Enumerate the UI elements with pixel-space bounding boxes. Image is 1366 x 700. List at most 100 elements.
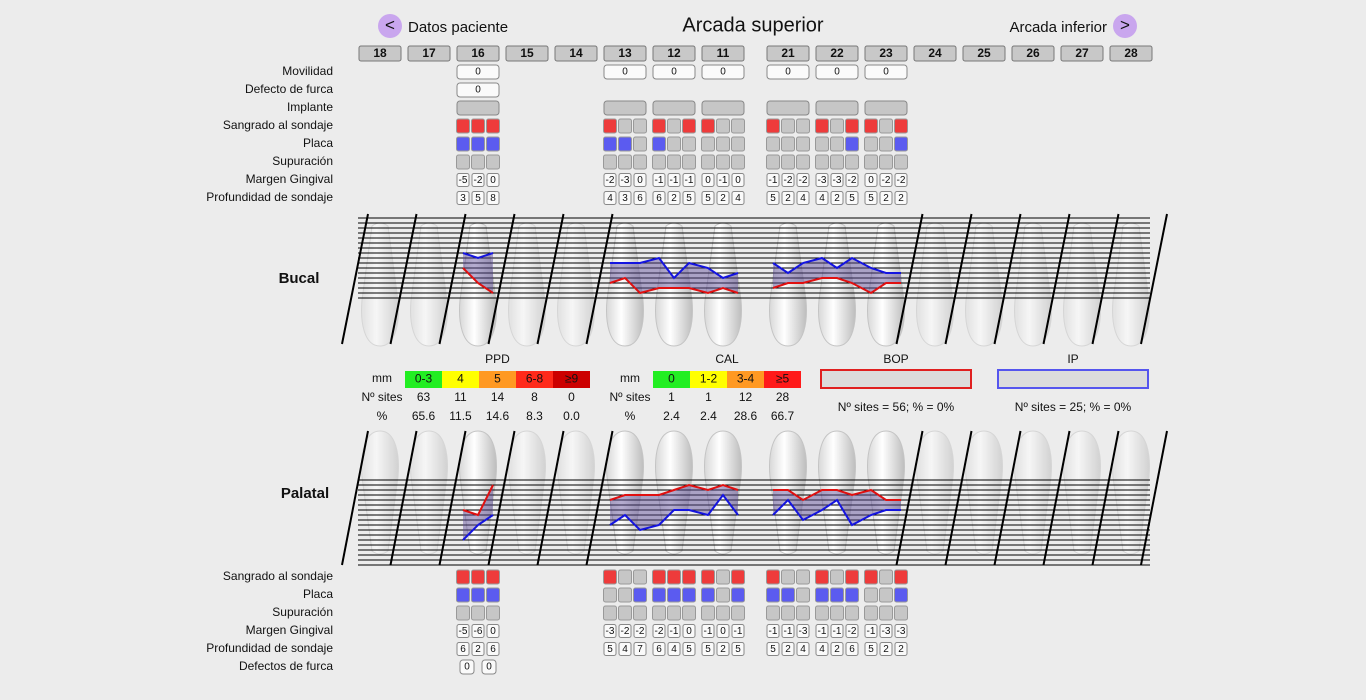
- bleeding-site[interactable]: [830, 569, 844, 585]
- bleeding-site[interactable]: [845, 569, 859, 585]
- margin-box[interactable]: [603, 173, 617, 187]
- probing-depth[interactable]: 2: [720, 644, 726, 655]
- plaque-site[interactable]: [652, 587, 666, 603]
- margin-box[interactable]: [471, 624, 485, 638]
- mobility-value-box[interactable]: [864, 64, 908, 80]
- mobility-value[interactable]: 0: [671, 67, 677, 78]
- depth-box[interactable]: [796, 642, 810, 656]
- gingival-margin[interactable]: 0: [637, 175, 643, 186]
- tooth-number[interactable]: 18: [373, 46, 387, 60]
- plaque-site[interactable]: [864, 587, 878, 603]
- gingival-margin[interactable]: -1: [704, 626, 713, 637]
- margin-box[interactable]: [894, 624, 908, 638]
- bleeding-site[interactable]: [471, 118, 485, 134]
- depth-box[interactable]: [701, 191, 715, 205]
- plaque-site[interactable]: [716, 136, 730, 152]
- gingival-margin[interactable]: -2: [655, 626, 664, 637]
- depth-box[interactable]: [682, 191, 696, 205]
- suppuration-site[interactable]: [618, 154, 632, 170]
- furcation-box[interactable]: [481, 659, 497, 675]
- margin-box[interactable]: [796, 624, 810, 638]
- plaque-site[interactable]: [731, 136, 745, 152]
- mobility-value[interactable]: 0: [883, 67, 889, 78]
- plaque-site[interactable]: [815, 136, 829, 152]
- probing-depth[interactable]: 5: [868, 193, 874, 204]
- suppuration-site[interactable]: [864, 154, 878, 170]
- tooth-number[interactable]: 17: [422, 46, 436, 60]
- margin-box[interactable]: [456, 624, 470, 638]
- plaque-site[interactable]: [456, 136, 470, 152]
- margin-box[interactable]: [603, 624, 617, 638]
- bleeding-site[interactable]: [456, 118, 470, 134]
- probing-depth[interactable]: 2: [720, 193, 726, 204]
- suppuration-site[interactable]: [716, 154, 730, 170]
- implant-toggle[interactable]: [701, 100, 745, 116]
- suppuration-site[interactable]: [486, 154, 500, 170]
- bleeding-site[interactable]: [471, 569, 485, 585]
- plaque-site[interactable]: [845, 136, 859, 152]
- gingival-margin[interactable]: -1: [719, 175, 728, 186]
- margin-box[interactable]: [701, 173, 715, 187]
- gingival-margin[interactable]: -6: [474, 626, 483, 637]
- suppuration-site[interactable]: [796, 605, 810, 621]
- gingival-margin[interactable]: -2: [606, 175, 615, 186]
- tooth-number-box[interactable]: [358, 45, 402, 62]
- depth-box[interactable]: [781, 191, 795, 205]
- margin-box[interactable]: [894, 173, 908, 187]
- suppuration-site[interactable]: [781, 154, 795, 170]
- gingival-margin[interactable]: -1: [867, 626, 876, 637]
- gingival-margin[interactable]: 0: [686, 626, 692, 637]
- suppuration-site[interactable]: [603, 154, 617, 170]
- furcation-box[interactable]: [459, 659, 475, 675]
- bleeding-site[interactable]: [864, 569, 878, 585]
- bleeding-site[interactable]: [652, 569, 666, 585]
- probing-depth[interactable]: 6: [656, 193, 662, 204]
- probing-depth[interactable]: 6: [460, 644, 466, 655]
- furcation-value[interactable]: 0: [486, 662, 492, 673]
- probing-depth[interactable]: 4: [819, 193, 825, 204]
- depth-box[interactable]: [471, 642, 485, 656]
- margin-box[interactable]: [731, 173, 745, 187]
- margin-box[interactable]: [864, 173, 878, 187]
- plaque-site[interactable]: [682, 136, 696, 152]
- probing-depth[interactable]: 6: [490, 644, 496, 655]
- probing-depth[interactable]: 4: [607, 193, 613, 204]
- tooth-number-box[interactable]: [815, 45, 859, 62]
- tooth-number[interactable]: 22: [830, 46, 844, 60]
- depth-box[interactable]: [667, 642, 681, 656]
- probing-depth[interactable]: 2: [785, 193, 791, 204]
- margin-box[interactable]: [486, 173, 500, 187]
- bleeding-site[interactable]: [815, 569, 829, 585]
- gingival-margin[interactable]: -3: [833, 175, 842, 186]
- nav-right-arrow[interactable]: >: [1120, 15, 1130, 34]
- probing-depth[interactable]: 2: [834, 193, 840, 204]
- bleeding-site[interactable]: [894, 569, 908, 585]
- probing-depth[interactable]: 2: [898, 193, 904, 204]
- margin-box[interactable]: [652, 624, 666, 638]
- mobility-value-box[interactable]: [456, 64, 500, 80]
- bleeding-site[interactable]: [456, 569, 470, 585]
- tooth-number-box[interactable]: [407, 45, 451, 62]
- gingival-margin[interactable]: -5: [459, 626, 468, 637]
- furcation-value[interactable]: 0: [464, 662, 470, 673]
- plaque-site[interactable]: [633, 136, 647, 152]
- bleeding-site[interactable]: [667, 569, 681, 585]
- tooth-number-box[interactable]: [456, 45, 500, 62]
- margin-box[interactable]: [864, 624, 878, 638]
- suppuration-site[interactable]: [652, 154, 666, 170]
- implant-toggle[interactable]: [652, 100, 696, 116]
- plaque-site[interactable]: [879, 136, 893, 152]
- margin-box[interactable]: [879, 173, 893, 187]
- suppuration-site[interactable]: [682, 605, 696, 621]
- plaque-site[interactable]: [471, 136, 485, 152]
- margin-box[interactable]: [652, 173, 666, 187]
- probing-depth[interactable]: 5: [475, 193, 481, 204]
- implant-toggle[interactable]: [603, 100, 647, 116]
- depth-box[interactable]: [830, 191, 844, 205]
- probing-depth[interactable]: 3: [622, 193, 628, 204]
- suppuration-site[interactable]: [603, 605, 617, 621]
- plaque-site[interactable]: [633, 587, 647, 603]
- depth-box[interactable]: [830, 642, 844, 656]
- depth-box[interactable]: [815, 191, 829, 205]
- suppuration-site[interactable]: [879, 605, 893, 621]
